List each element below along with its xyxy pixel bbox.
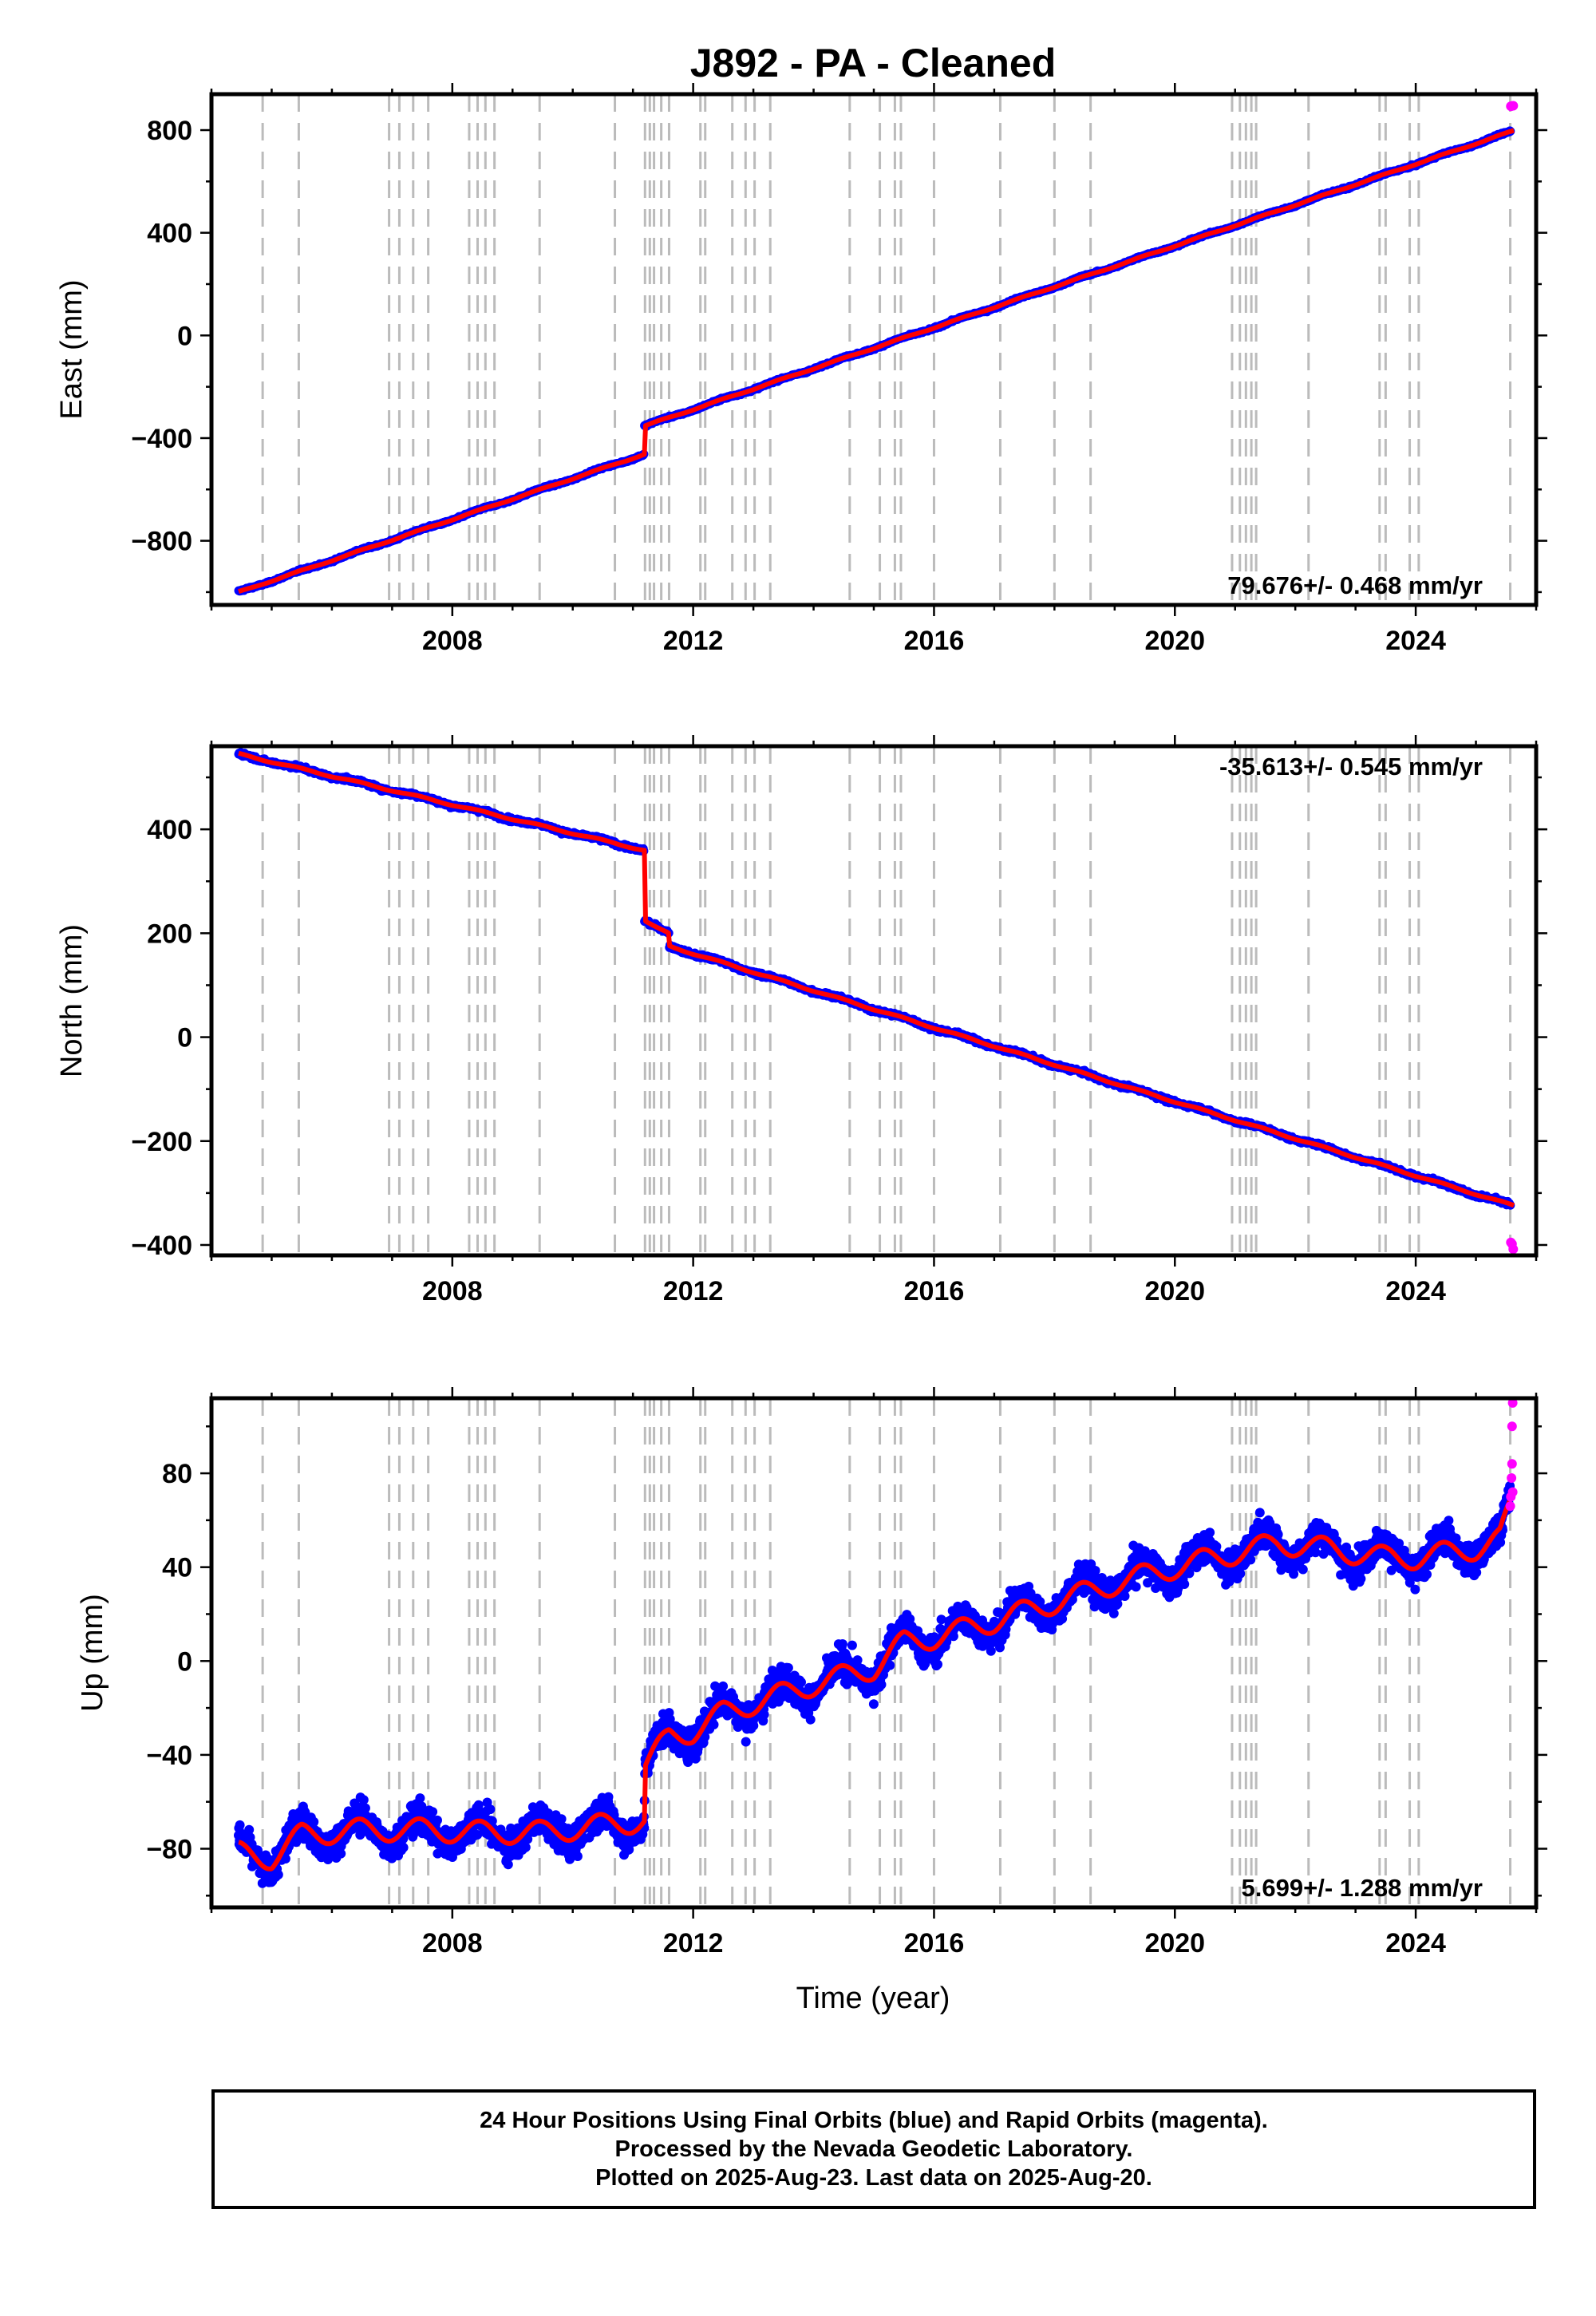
- east-x-tick-label: 2024: [1385, 626, 1446, 656]
- north-x-tick-label: 2016: [904, 1276, 965, 1306]
- north-final-orbit-points: [234, 748, 1515, 1210]
- east-y-tick-label: 400: [147, 219, 192, 249]
- north-model-line: [237, 750, 1515, 1208]
- north-x-tick-label: 2012: [663, 1276, 724, 1306]
- east-model-line: [237, 128, 1515, 594]
- north-y-axis-label: North (mm): [55, 924, 89, 1077]
- figure-title: J892 - PA - Cleaned: [690, 41, 1057, 85]
- north-velocity-label: -35.613+/- 0.545 mm/yr: [1219, 753, 1483, 781]
- north-plot-frame: [209, 744, 1539, 1258]
- east-rapid-orbit-points: [1506, 101, 1519, 112]
- east-x-tick-label: 2008: [422, 626, 483, 656]
- north-x-tick-label: 2024: [1385, 1276, 1446, 1306]
- north-rapid-point: [1508, 1244, 1519, 1255]
- east-x-tick-label: 2012: [663, 626, 724, 656]
- east-y-tick-label: −800: [131, 527, 192, 557]
- east-rapid-point: [1508, 101, 1519, 111]
- north-rapid-orbit-points: [1506, 1237, 1519, 1255]
- east-panel: 2008 2012 2016 2020 2024 −800 −400 0 400 800 East …: [55, 83, 1547, 656]
- east-velocity-label: 79.676+/- 0.468 mm/yr: [1227, 571, 1483, 599]
- north-event-lines: [261, 746, 1512, 1255]
- north-y-tick-label: −200: [131, 1127, 192, 1157]
- east-x-tick-label: 2016: [904, 626, 965, 656]
- east-y-tick-label: 800: [147, 116, 192, 146]
- north-y-tick-label: −400: [131, 1231, 192, 1261]
- north-y-tick-label: 0: [177, 1023, 192, 1053]
- north-x-tick-label: 2008: [422, 1276, 483, 1306]
- north-y-tick-label: 400: [147, 815, 192, 845]
- north-panel: 2008 2012 2016 2020 2024 −400 −200 0 200 400 North…: [55, 735, 1547, 1306]
- north-x-tick-label: 2020: [1144, 1276, 1205, 1306]
- east-x-tick-label: 2020: [1144, 626, 1205, 656]
- east-y-axis-label: East (mm): [55, 279, 89, 419]
- east-y-tick-label: 0: [177, 321, 192, 351]
- east-y-tick-label: −400: [131, 424, 192, 454]
- north-y-tick-label: 200: [147, 919, 192, 949]
